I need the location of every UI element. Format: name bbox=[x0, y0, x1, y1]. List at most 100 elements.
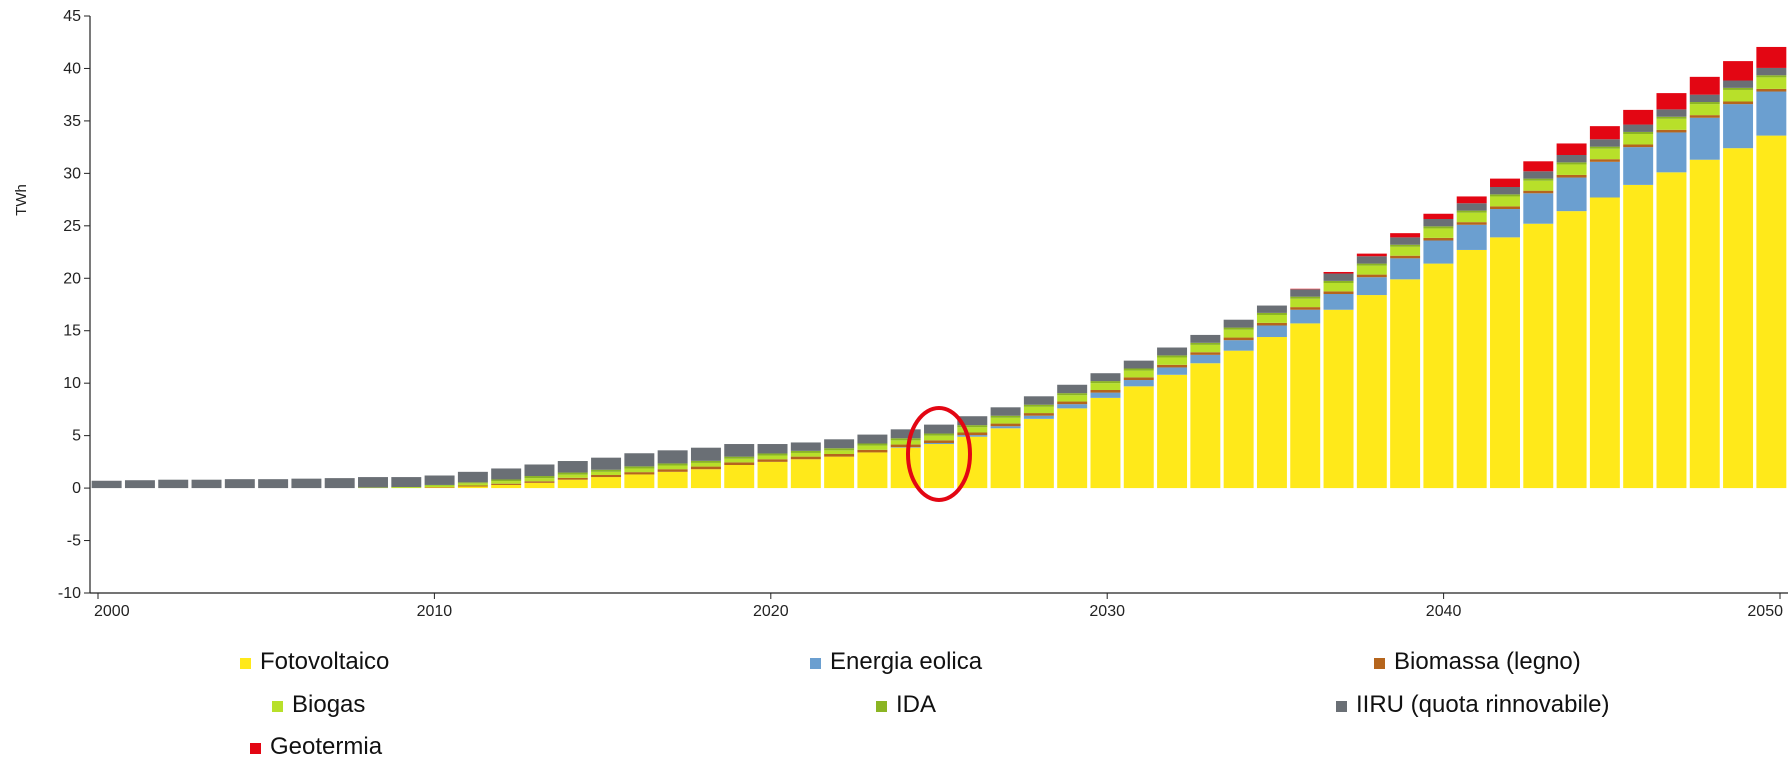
legend-label-5: IIRU (quota rinnovabile) bbox=[1356, 691, 1609, 718]
bar-segment-2029-s1 bbox=[1057, 404, 1087, 408]
bar-segment-2000-s5 bbox=[92, 481, 122, 488]
bar-segment-2036-s6 bbox=[1290, 289, 1320, 290]
bar-segment-2047-s1 bbox=[1656, 132, 1686, 172]
bar-segment-2034-s4 bbox=[1224, 328, 1254, 330]
bar-segment-2013-s2 bbox=[524, 481, 554, 483]
bar-segment-2028-s3 bbox=[1024, 407, 1054, 413]
bar-segment-2010-s0 bbox=[425, 488, 455, 489]
bar-segment-2021-s5 bbox=[791, 442, 821, 450]
bar-segment-2037-s2 bbox=[1324, 291, 1354, 294]
bar-segment-2042-s2 bbox=[1490, 206, 1520, 209]
bar-segment-2043-s0 bbox=[1523, 224, 1553, 488]
bar-segment-2027-s3 bbox=[991, 418, 1021, 424]
bar-segment-2010-s5 bbox=[425, 476, 455, 485]
bar-segment-2049-s2 bbox=[1723, 102, 1753, 105]
bar-segment-2015-s2 bbox=[591, 475, 621, 477]
bar-segment-2050-s2 bbox=[1756, 89, 1786, 92]
bar-segment-2014-s4 bbox=[558, 473, 588, 475]
bar-segment-2032-s4 bbox=[1157, 355, 1187, 357]
y-tick-label-5: 5 bbox=[72, 428, 81, 445]
bar-segment-2045-s6 bbox=[1590, 126, 1620, 139]
bar-segment-2014-s2 bbox=[558, 478, 588, 480]
bar-segment-2044-s1 bbox=[1557, 178, 1587, 212]
bar-segment-2025-s3 bbox=[924, 436, 954, 441]
legend-swatch-2 bbox=[1374, 658, 1385, 669]
bar-segment-2026-s1 bbox=[957, 435, 987, 437]
bar-segment-2038-s5 bbox=[1357, 256, 1387, 263]
bar-segment-2037-s3 bbox=[1324, 283, 1354, 291]
bar-segment-2046-s0 bbox=[1623, 185, 1653, 488]
bar-segment-2022-s0 bbox=[824, 457, 854, 488]
bar-segment-2020-s2 bbox=[758, 459, 788, 462]
x-tick-label-2030: 2030 bbox=[1089, 603, 1125, 620]
bar-segment-2039-s6 bbox=[1390, 233, 1420, 237]
bar-segment-2040-s4 bbox=[1423, 226, 1453, 228]
bar-segment-2030-s3 bbox=[1090, 383, 1120, 390]
bar-segment-2019-s2 bbox=[724, 462, 754, 465]
bar-segment-2020-s5 bbox=[758, 444, 788, 453]
bar-segment-2039-s4 bbox=[1390, 245, 1420, 247]
bar-segment-2031-s3 bbox=[1124, 371, 1154, 378]
bar-segment-2048-s0 bbox=[1690, 160, 1720, 488]
bar-segment-2038-s3 bbox=[1357, 266, 1387, 275]
bar-segment-2039-s3 bbox=[1390, 247, 1420, 256]
bar-segment-2021-s0 bbox=[791, 459, 821, 488]
y-tick-label-20: 20 bbox=[63, 270, 81, 287]
bar-segment-2012-s4 bbox=[491, 479, 521, 481]
bar-segment-2013-s4 bbox=[524, 476, 554, 478]
bar-segment-2035-s5 bbox=[1257, 306, 1287, 313]
y-tick-label-30: 30 bbox=[63, 165, 81, 182]
bar-segment-2036-s4 bbox=[1290, 297, 1320, 299]
bar-segment-2030-s5 bbox=[1090, 373, 1120, 381]
bar-segment-2017-s5 bbox=[658, 450, 688, 463]
bar-segment-2041-s4 bbox=[1457, 211, 1487, 213]
bar-segment-2050-s6 bbox=[1756, 47, 1786, 68]
bar-segment-2011-s0 bbox=[458, 487, 488, 489]
bar-segment-2003-s5 bbox=[192, 480, 222, 488]
legend-swatch-1 bbox=[810, 658, 821, 669]
bar-segment-2016-s2 bbox=[624, 472, 654, 474]
bar-segment-2018-s5 bbox=[691, 448, 721, 461]
bar-segment-2016-s3 bbox=[624, 468, 654, 472]
bar-segment-2036-s5 bbox=[1290, 289, 1320, 296]
bar-segment-2037-s0 bbox=[1324, 310, 1354, 488]
bar-segment-2035-s2 bbox=[1257, 323, 1287, 326]
bar-segment-2020-s3 bbox=[758, 456, 788, 460]
bar-segment-2048-s4 bbox=[1690, 102, 1720, 104]
bar-segment-2046-s4 bbox=[1623, 132, 1653, 134]
bar-segment-2028-s0 bbox=[1024, 419, 1054, 488]
x-tick-label-2000: 2000 bbox=[94, 603, 130, 620]
y-tick-label-10: 10 bbox=[63, 375, 81, 392]
bar-segment-2002-s5 bbox=[158, 480, 188, 488]
bar-segment-2009-s5 bbox=[391, 477, 421, 487]
bar-segment-2034-s0 bbox=[1224, 351, 1254, 488]
bar-segment-2009-s3 bbox=[391, 487, 421, 488]
bar-segment-2028-s5 bbox=[1024, 396, 1054, 404]
bar-segment-2011-s5 bbox=[458, 472, 488, 482]
bar-segment-2025-s2 bbox=[924, 440, 954, 443]
bar-segment-2016-s4 bbox=[624, 466, 654, 468]
bar-segment-2027-s2 bbox=[991, 424, 1021, 427]
y-tick-label-40: 40 bbox=[63, 60, 81, 77]
bar-segment-2042-s4 bbox=[1490, 194, 1520, 196]
bar-segment-2027-s0 bbox=[991, 428, 1021, 488]
bar-segment-2048-s2 bbox=[1690, 115, 1720, 118]
legend-label-4: IDA bbox=[896, 691, 936, 718]
bar-segment-2033-s1 bbox=[1190, 355, 1220, 363]
bar-segment-2033-s3 bbox=[1190, 345, 1220, 352]
bar-segment-2040-s1 bbox=[1423, 241, 1453, 264]
bar-segment-2022-s5 bbox=[824, 439, 854, 448]
bar-segment-2044-s0 bbox=[1557, 211, 1587, 488]
bar-segment-2016-s5 bbox=[624, 453, 654, 466]
bar-segment-2047-s3 bbox=[1656, 119, 1686, 130]
bar-segment-2038-s0 bbox=[1357, 295, 1387, 488]
y-tick-label-15: 15 bbox=[63, 323, 81, 340]
bar-segment-2050-s3 bbox=[1756, 77, 1786, 89]
bar-segment-2024-s5 bbox=[891, 429, 921, 438]
bar-segment-2045-s3 bbox=[1590, 149, 1620, 159]
bar-segment-2040-s3 bbox=[1423, 228, 1453, 237]
bar-segment-2011-s4 bbox=[458, 482, 488, 483]
bar-segment-2029-s2 bbox=[1057, 402, 1087, 405]
bar-segment-2040-s5 bbox=[1423, 219, 1453, 226]
bar-segment-2035-s0 bbox=[1257, 337, 1287, 488]
